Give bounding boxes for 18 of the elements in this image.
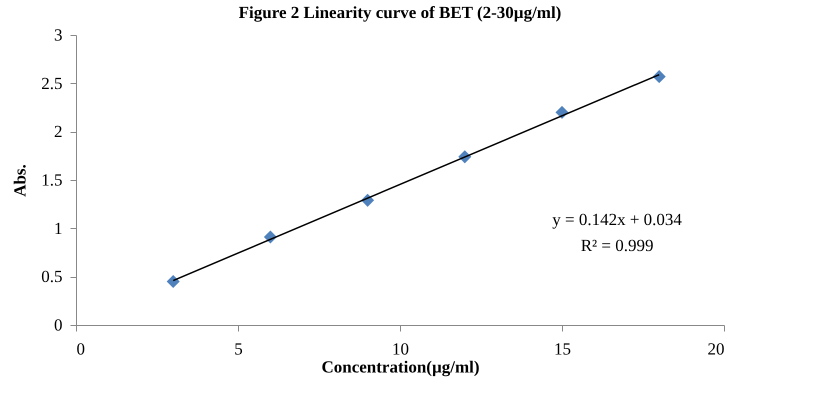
x-axis-title: Concentration(µg/ml) bbox=[321, 358, 480, 376]
chart-title: Figure 2 Linearity curve of BET (2-30µg/ml) bbox=[238, 3, 562, 22]
annotation: R² = 0.999 bbox=[580, 236, 654, 255]
y-tick-label: 1 bbox=[54, 218, 62, 238]
x-tick-label: 0 bbox=[76, 340, 85, 358]
annotation: y = 0.142x + 0.034 bbox=[552, 210, 682, 229]
x-tick-label: 15 bbox=[554, 340, 571, 358]
y-tick-label: 0 bbox=[54, 316, 62, 334]
point bbox=[166, 274, 180, 288]
x-tick-label: 10 bbox=[392, 340, 409, 358]
y-tick-label: 2 bbox=[54, 122, 62, 142]
y-tick-label: 0.5 bbox=[41, 267, 62, 286]
y-tick-label: 3 bbox=[54, 26, 62, 44]
y-tick-label: 1.5 bbox=[41, 170, 62, 190]
x-tick-label: 20 bbox=[708, 340, 724, 358]
x-tick-label: 5 bbox=[234, 340, 243, 358]
y-axis-title: Abs. bbox=[10, 164, 30, 197]
y-tick-label: 2.5 bbox=[41, 74, 62, 93]
